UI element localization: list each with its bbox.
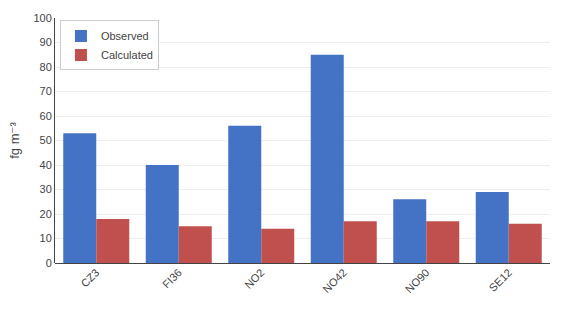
svg-text:20: 20 (40, 208, 52, 220)
svg-text:50: 50 (40, 134, 52, 146)
svg-text:70: 70 (40, 85, 52, 97)
svg-text:NO2: NO2 (242, 266, 266, 290)
svg-text:30: 30 (40, 183, 52, 195)
svg-text:40: 40 (40, 159, 52, 171)
svg-text:fg m⁻³: fg m⁻³ (7, 122, 22, 159)
svg-text:10: 10 (40, 232, 52, 244)
svg-text:60: 60 (40, 110, 52, 122)
svg-text:NO90: NO90 (403, 266, 432, 295)
svg-text:Calculated: Calculated (101, 49, 153, 61)
svg-text:FI36: FI36 (160, 266, 184, 290)
svg-text:90: 90 (40, 36, 52, 48)
svg-text:0: 0 (46, 257, 52, 269)
svg-text:SE12: SE12 (487, 266, 515, 294)
svg-text:Observed: Observed (101, 30, 149, 42)
svg-text:NO42: NO42 (320, 266, 349, 295)
svg-text:CZ3: CZ3 (78, 266, 101, 289)
svg-text:100: 100 (33, 12, 51, 24)
svg-text:80: 80 (40, 61, 52, 73)
